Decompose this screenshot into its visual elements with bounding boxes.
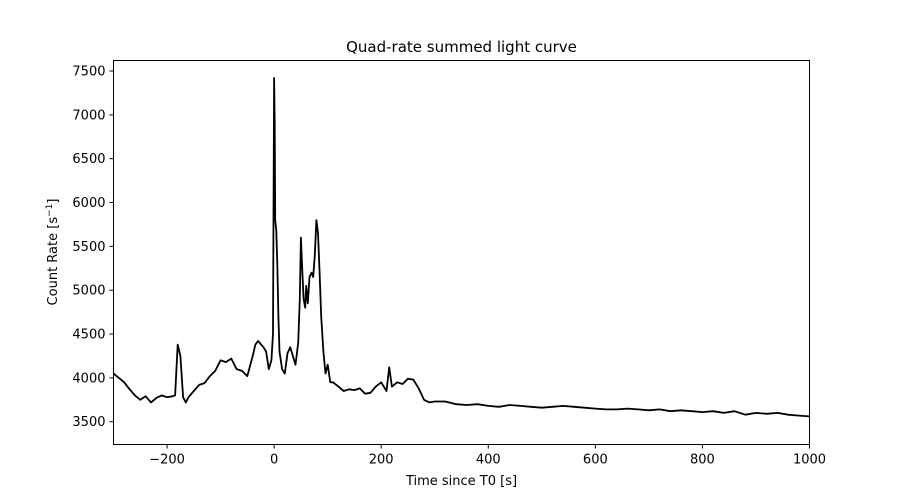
x-tick-label: 600 <box>583 453 608 468</box>
y-tick-label: 4500 <box>72 328 105 343</box>
x-tick-label: 800 <box>690 453 715 468</box>
y-axis-title-end: ] <box>46 199 61 204</box>
chart-title: Quad-rate summed light curve <box>346 38 577 56</box>
y-tick-label: 6000 <box>72 196 105 211</box>
y-tick-label: 5500 <box>72 240 105 255</box>
x-tick-label: 1000 <box>793 453 826 468</box>
y-tick-label: 6500 <box>72 152 105 167</box>
x-tick-label: −200 <box>149 453 185 468</box>
x-tick-label: 400 <box>476 453 501 468</box>
x-axis: −200 0 200 400 600 800 1000 <box>149 444 826 468</box>
y-axis-title-superscript: −1 <box>45 204 55 217</box>
x-axis-title: Time since T0 [s] <box>405 474 517 489</box>
plot-area <box>112 60 810 445</box>
x-tick-label: 0 <box>270 453 278 468</box>
y-tick-label: 7000 <box>72 108 105 123</box>
y-tick-label: 7500 <box>72 65 105 80</box>
y-axis-title-main: Count Rate [s <box>46 217 61 306</box>
y-axis-title: Count Rate [s−1] <box>45 199 61 306</box>
y-tick-label: 5000 <box>72 284 105 299</box>
y-tick-label: 4000 <box>72 371 105 386</box>
y-tick-label: 3500 <box>72 415 105 430</box>
x-tick-label: 200 <box>369 453 394 468</box>
series-line <box>112 77 810 418</box>
y-axis: 3500 4000 4500 5000 5500 6000 6500 7000 7500 <box>72 65 114 430</box>
axes-frame <box>113 60 810 445</box>
